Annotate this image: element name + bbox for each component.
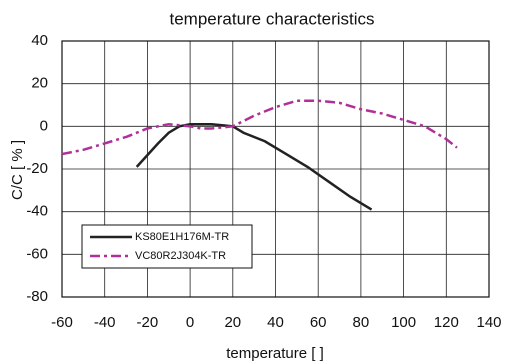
x-axis-label: temperature [ ] — [226, 345, 324, 362]
series-line — [135, 122, 373, 211]
series-line — [61, 99, 458, 156]
x-tick-label: 20 — [224, 314, 241, 331]
y-tick-label: -80 — [26, 288, 48, 305]
x-tick-label: 60 — [310, 314, 327, 331]
legend-label: KS80E1H176M-TR — [135, 231, 229, 243]
x-tick-label: 40 — [267, 314, 284, 331]
x-tick-label: -60 — [51, 314, 73, 331]
y-tick-label: -20 — [26, 160, 48, 177]
y-tick-label: 20 — [31, 75, 48, 92]
x-tick-label: 100 — [391, 314, 416, 331]
x-tick-label: 120 — [434, 314, 459, 331]
x-tick-label: -20 — [137, 314, 159, 331]
x-tick-label: 80 — [353, 314, 370, 331]
y-tick-label: -60 — [26, 245, 48, 262]
y-tick-label: -40 — [26, 203, 48, 220]
plot-frame — [61, 40, 490, 298]
y-tick-label: 0 — [40, 117, 48, 134]
y-axis-label: C/C [ % ] — [9, 140, 26, 200]
x-tick-label: -40 — [94, 314, 116, 331]
x-tick-label: 140 — [476, 314, 501, 331]
y-tick-label: 40 — [31, 32, 48, 49]
x-tick-label: 0 — [186, 314, 194, 331]
legend-box — [81, 224, 253, 269]
chart-title: temperature characteristics — [169, 9, 374, 28]
legend-label: VC80R2J304K-TR — [135, 250, 226, 262]
